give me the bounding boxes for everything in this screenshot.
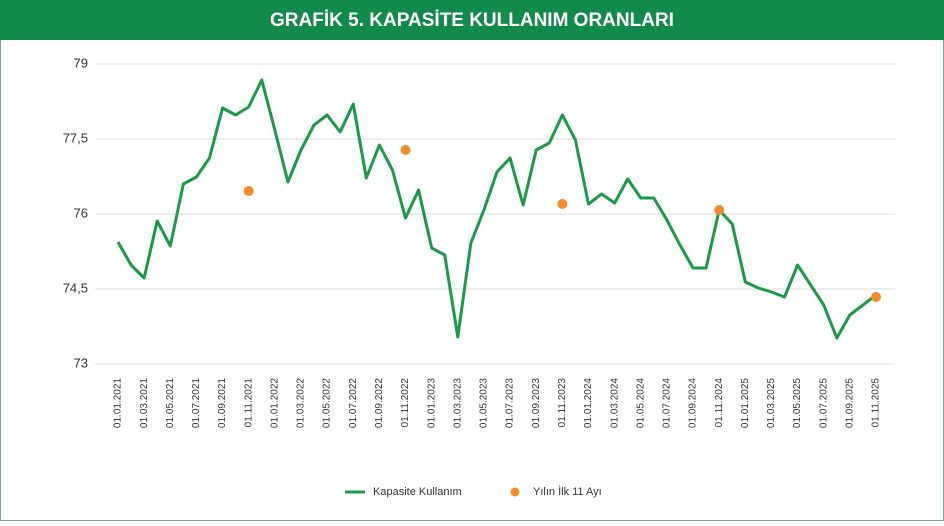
x-tick-label: 01.05.2021: [165, 378, 176, 428]
legend-label: Yılın İlk 11 Ayı: [533, 485, 602, 498]
x-tick-label: 01.01.2021: [113, 378, 124, 428]
x-tick-label: 01.09.2024: [688, 378, 699, 428]
x-tick-label: 01.07.2025: [818, 378, 829, 428]
y-tick-label: 73: [74, 355, 88, 370]
x-tick-label: 01.09.2023: [531, 378, 542, 428]
x-tick-label: 01.11.2024: [714, 378, 725, 428]
x-tick-label: 01.01.2023: [426, 378, 437, 428]
x-tick-label: 01.03.2023: [452, 378, 463, 428]
x-tick-label: 01.09.2022: [374, 378, 385, 428]
x-tick-label: 01.03.2021: [139, 378, 150, 428]
legend-label: Kapasite Kullanım: [373, 486, 462, 498]
data-line: [116, 78, 877, 340]
y-tick-label: 76: [74, 205, 88, 220]
legend-swatch: [510, 487, 520, 497]
x-tick-label: 01.01.2025: [740, 378, 751, 428]
data-point: [557, 199, 568, 209]
data-point: [243, 186, 254, 196]
x-tick-label: 01.01.2024: [583, 378, 594, 428]
chart-title: GRAFİK 5. KAPASİTE KULLANIM ORANLARI: [270, 10, 674, 31]
y-tick-label: 74,5: [63, 280, 88, 295]
x-tick-label: 01.05.2022: [322, 378, 333, 428]
x-tick-label: 01.03.2024: [609, 378, 620, 428]
x-tick-label: 01.03.2025: [766, 378, 777, 428]
x-tick-label: 01.05.2023: [479, 378, 490, 428]
x-tick-label: 01.01.2022: [269, 378, 280, 428]
x-tick-label: 01.07.2023: [505, 378, 516, 428]
y-tick-label: 79: [74, 55, 88, 70]
x-tick-label: 01.11.2022: [400, 378, 411, 428]
x-tick-label: 01.05.2025: [792, 378, 803, 428]
x-tick-label: 01.07.2024: [662, 378, 673, 428]
header-bar: [0, 0, 944, 40]
x-tick-label: 01.05.2024: [635, 378, 646, 428]
x-tick-label: 01.09.2021: [217, 378, 228, 428]
data-point: [400, 145, 411, 155]
x-tick-label: 01.11.2025: [871, 378, 882, 428]
x-tick-label: 01.07.2022: [348, 378, 359, 428]
x-tick-label: 01.07.2021: [191, 378, 202, 428]
x-tick-label: 01.11.2023: [557, 378, 568, 428]
data-point: [871, 292, 881, 302]
x-tick-label: 01.03.2022: [296, 378, 307, 428]
y-tick-label: 77,5: [63, 130, 88, 145]
x-tick-label: 01.11.2021: [243, 378, 254, 428]
x-tick-label: 01.09.2025: [845, 378, 856, 428]
data-point: [714, 205, 725, 215]
